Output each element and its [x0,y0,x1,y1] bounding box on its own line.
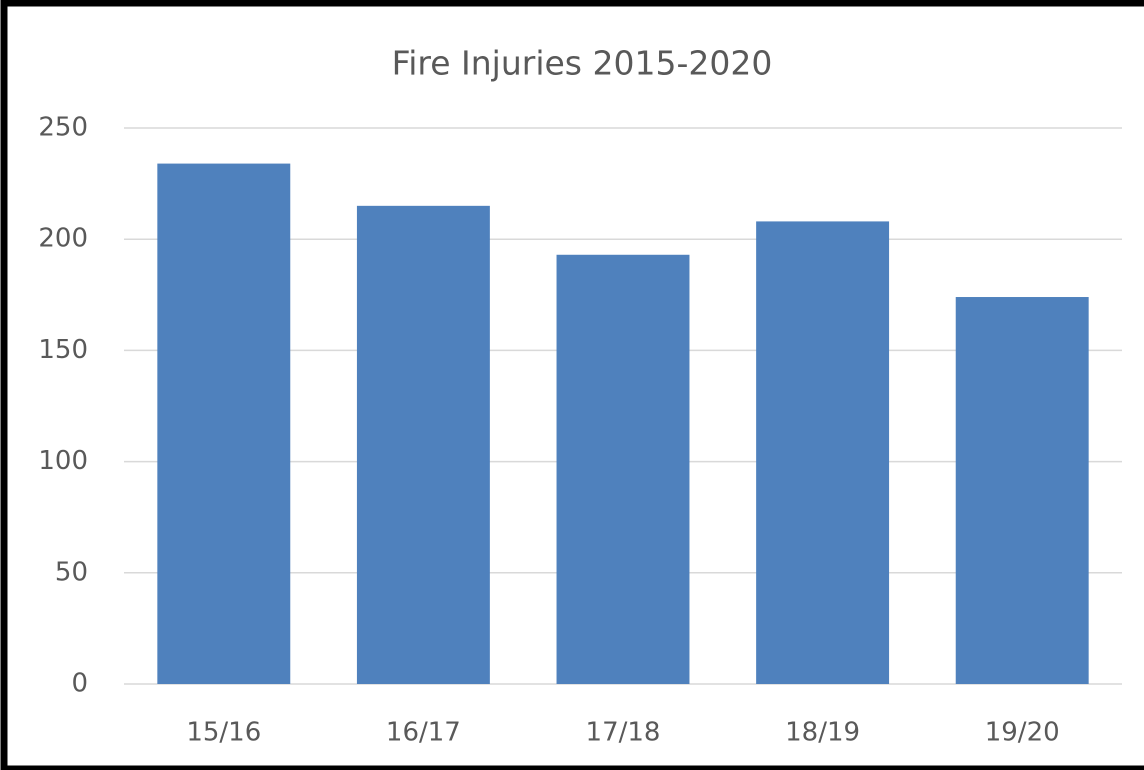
bar [756,221,890,684]
bar [556,254,690,684]
y-tick-label: 250 [38,113,88,143]
x-tick-label: 17/18 [586,718,661,748]
x-tick-label: 18/19 [785,718,860,748]
y-tick-label: 150 [38,335,88,365]
y-tick-label: 200 [38,224,88,254]
y-tick-label: 50 [55,557,88,587]
bar [157,163,291,685]
y-tick-label: 100 [38,446,88,476]
x-tick-label: 16/17 [386,718,461,748]
chart-title: Fire Injuries 2015-2020 [392,44,773,83]
x-tick-label: 15/16 [186,718,261,748]
bar [955,297,1089,684]
x-tick-label: 19/20 [985,718,1060,748]
bar [356,205,490,684]
y-tick-label: 0 [71,669,88,699]
